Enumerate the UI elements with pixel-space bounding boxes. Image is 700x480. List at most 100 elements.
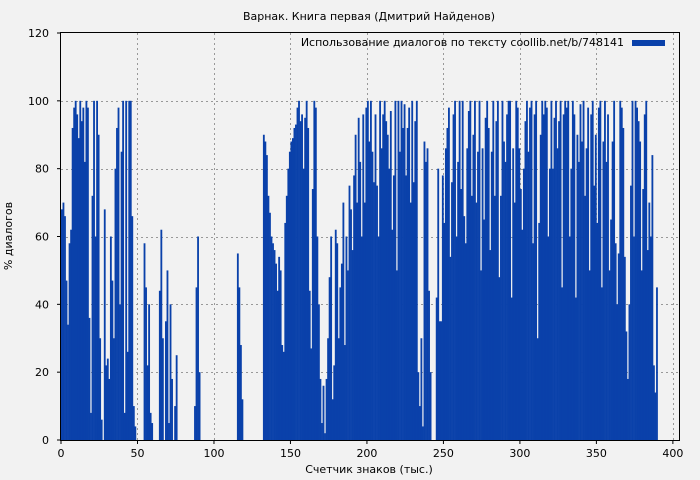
- bar: [90, 412, 92, 440]
- bar: [438, 321, 441, 440]
- bar: [492, 100, 495, 440]
- bar: [287, 168, 290, 441]
- bar: [460, 189, 463, 440]
- bar: [467, 111, 470, 440]
- bar: [302, 168, 305, 441]
- bar: [582, 100, 585, 440]
- x-tick-label: 100: [203, 447, 224, 460]
- bar: [373, 182, 375, 441]
- bar: [70, 229, 73, 440]
- bar: [585, 148, 588, 440]
- bar: [481, 148, 484, 440]
- bar: [455, 236, 458, 440]
- x-tick-label: 300: [509, 447, 530, 460]
- bar: [103, 209, 106, 440]
- bar: [548, 168, 551, 441]
- bar: [272, 243, 274, 440]
- bar: [317, 304, 320, 440]
- bar: [388, 168, 391, 441]
- bar: [512, 148, 515, 440]
- bar: [340, 263, 343, 440]
- bar: [574, 297, 577, 440]
- bar: [64, 216, 66, 440]
- bar: [446, 127, 449, 440]
- bar: [411, 100, 414, 440]
- bar: [594, 134, 597, 440]
- bar: [359, 161, 362, 440]
- bar: [567, 100, 570, 440]
- bar: [168, 423, 170, 440]
- bar: [568, 236, 571, 440]
- bar: [371, 151, 374, 440]
- bar: [119, 304, 121, 440]
- bar: [623, 256, 626, 440]
- bar: [357, 117, 360, 440]
- bar: [656, 287, 658, 441]
- bar: [469, 100, 472, 440]
- bar: [406, 127, 409, 440]
- bar: [334, 229, 337, 440]
- bar: [605, 161, 608, 440]
- bar: [399, 151, 401, 440]
- bar: [472, 134, 475, 440]
- bar: [607, 114, 609, 441]
- bar: [461, 100, 464, 440]
- bar: [608, 270, 611, 440]
- bar: [588, 270, 591, 440]
- bar: [451, 182, 453, 441]
- bar: [291, 138, 294, 440]
- bar: [490, 151, 493, 440]
- bar: [509, 100, 512, 440]
- bar: [620, 107, 623, 441]
- bar: [134, 426, 137, 440]
- bar: [634, 100, 637, 440]
- bar: [536, 338, 539, 440]
- bar: [197, 236, 199, 440]
- bar: [556, 148, 559, 440]
- bar: [414, 121, 417, 441]
- bar: [642, 189, 645, 440]
- bar: [584, 195, 586, 440]
- bar: [532, 243, 534, 440]
- bar: [486, 100, 489, 440]
- bar: [617, 253, 620, 440]
- bar: [336, 243, 339, 440]
- bar: [76, 114, 79, 441]
- bar: [619, 100, 622, 440]
- bar: [161, 338, 164, 440]
- bar: [625, 331, 628, 440]
- bar: [648, 202, 651, 440]
- bar: [474, 100, 476, 440]
- bar: [510, 297, 513, 440]
- bar: [385, 121, 388, 441]
- bar: [174, 406, 177, 440]
- bar: [308, 290, 311, 440]
- bar: [131, 216, 134, 440]
- bar: [284, 222, 287, 440]
- bar: [516, 107, 519, 441]
- bar: [391, 229, 394, 440]
- bar: [350, 209, 352, 440]
- bar: [466, 148, 469, 440]
- bar: [267, 195, 270, 440]
- bar: [262, 134, 265, 440]
- bar: [498, 277, 501, 440]
- bar: [613, 100, 616, 440]
- bar: [298, 100, 300, 440]
- bar: [301, 114, 303, 441]
- bar: [478, 100, 481, 440]
- bar: [337, 338, 340, 440]
- bar: [477, 151, 479, 440]
- bar: [160, 229, 163, 440]
- bar: [105, 365, 108, 440]
- bar: [561, 287, 564, 441]
- bar: [423, 141, 426, 440]
- y-axis-label: % диалогов: [2, 202, 15, 270]
- bar: [106, 358, 109, 440]
- bar: [559, 100, 562, 440]
- bar: [265, 155, 268, 440]
- bar: [82, 107, 85, 441]
- bar: [397, 100, 400, 440]
- bar: [539, 134, 542, 440]
- bar: [264, 141, 267, 440]
